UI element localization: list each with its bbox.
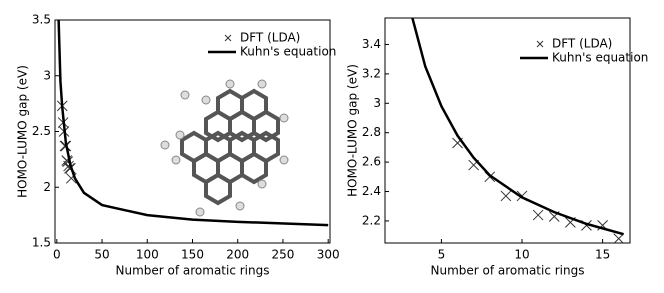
- x-tick-label: 300: [317, 248, 340, 262]
- y-tick-label: 3.4: [362, 37, 381, 51]
- y-tick-label: 3: [373, 96, 381, 110]
- x-tick-label: 5: [438, 248, 446, 262]
- y-tick-label: 2.4: [362, 184, 381, 198]
- y-tick-label: 3.2: [362, 66, 381, 80]
- data-point: [500, 190, 512, 202]
- x-axis-label: Number of aromatic rings: [430, 264, 584, 278]
- y-axis-label: HOMO-LUMO gap (eV): [346, 64, 360, 197]
- y-tick-label: 2.8: [362, 125, 381, 139]
- x-tick-label: 200: [226, 248, 249, 262]
- y-tick-label: 2.5: [32, 124, 51, 138]
- x-tick-label: 100: [136, 248, 159, 262]
- x-tick-label: 0: [53, 248, 61, 262]
- legend-label: Kuhn's equation: [552, 51, 648, 65]
- y-axis-label: HOMO-LUMO gap (eV): [16, 65, 30, 198]
- y-tick-label: 2: [43, 180, 51, 194]
- legend-label: Kuhn's equation: [240, 45, 336, 59]
- y-tick-label: 2.6: [362, 155, 381, 169]
- legend-marker: [536, 40, 544, 48]
- plot-area: [411, 18, 625, 243]
- legend-marker: [224, 34, 232, 42]
- x-tick-label: 50: [94, 248, 109, 262]
- legend-label: DFT (LDA): [240, 31, 300, 45]
- data-point: [613, 233, 625, 243]
- plot-frame: [384, 17, 631, 244]
- x-tick-label: 150: [181, 248, 204, 262]
- y-tick-label: 3: [43, 68, 51, 82]
- molecule-illustration: [160, 79, 289, 217]
- x-tick-label: 250: [272, 248, 295, 262]
- legend-label: DFT (LDA): [552, 37, 612, 51]
- curve: [411, 18, 624, 236]
- data-point: [532, 209, 544, 221]
- y-tick-label: 3.5: [32, 13, 51, 27]
- y-tick-label: 2.2: [362, 213, 381, 227]
- curve: [57, 20, 329, 227]
- x-tick-label: 10: [514, 248, 529, 262]
- x-tick-label: 15: [595, 248, 610, 262]
- y-tick-label: 1.5: [32, 236, 51, 250]
- plot-area: [56, 20, 329, 227]
- x-axis-label: Number of aromatic rings: [115, 264, 269, 278]
